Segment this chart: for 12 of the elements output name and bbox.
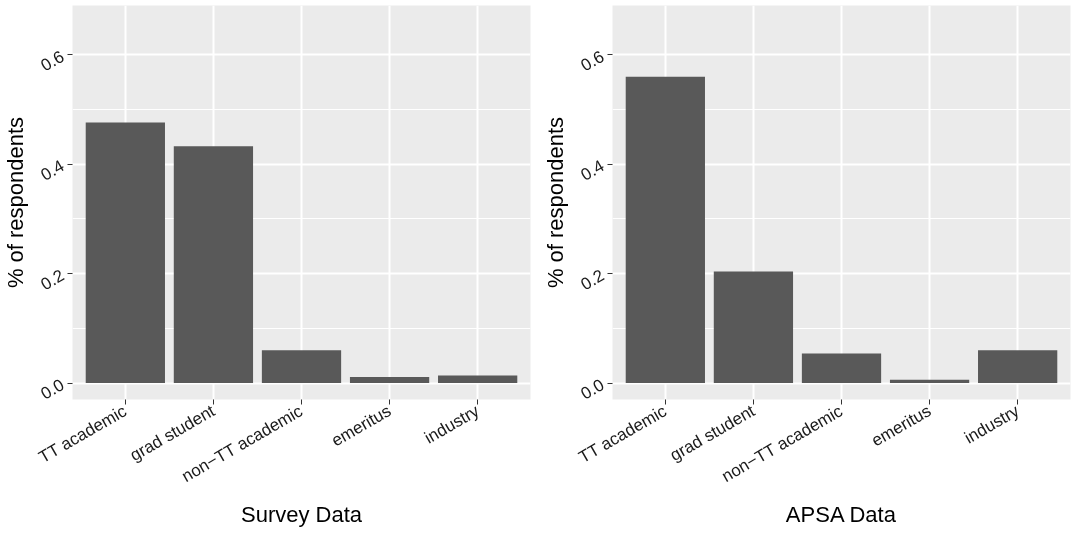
y-tick-label: 0.0 <box>37 375 68 404</box>
y-tick-label: 0.4 <box>37 156 68 185</box>
y-tick-label: 0.2 <box>577 265 608 295</box>
y-tick-label: 0.6 <box>577 46 608 76</box>
x-axis-title: Survey Data <box>240 502 363 528</box>
x-axis-title: APSA Data <box>785 502 897 528</box>
y-axis-title: % of respondents <box>543 116 569 289</box>
y-tick-label: 0.2 <box>37 265 68 295</box>
y-tick-label: 0.4 <box>577 156 608 185</box>
y-tick-label: 0.0 <box>577 375 608 404</box>
y-tick-label: 0.6 <box>37 46 68 76</box>
y-axis-title: % of respondents <box>3 116 29 289</box>
